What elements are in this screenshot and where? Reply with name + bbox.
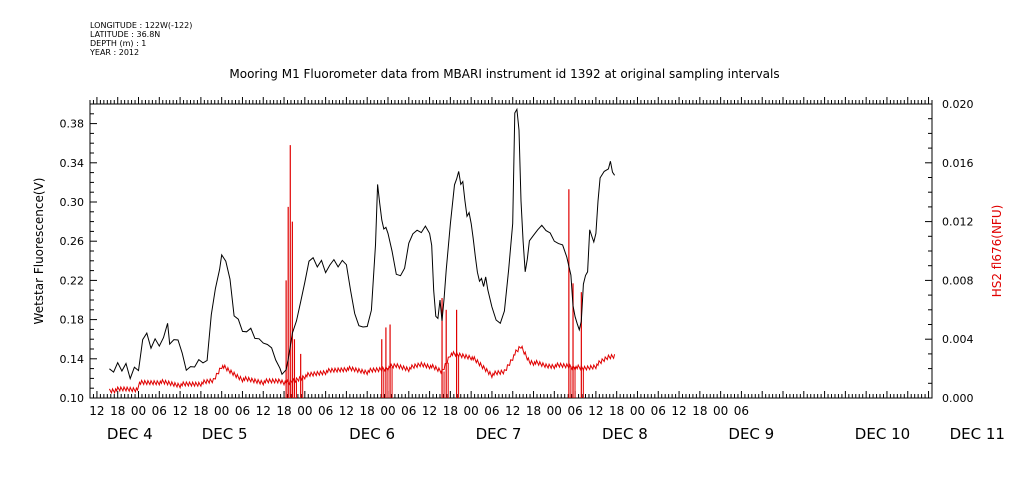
hour-tick-label: 12 xyxy=(256,404,271,418)
left-axis: 0.10 0.14 0.18 0.22 0.26 0.30 0.34 0.38 xyxy=(60,103,97,405)
plot-frame xyxy=(89,103,933,399)
hour-tick-label: 06 xyxy=(567,404,582,418)
left-tick-label: 0.10 xyxy=(60,392,85,405)
date-label: DEC 9 xyxy=(728,425,774,443)
plot-border xyxy=(89,103,933,399)
hour-tick-label: 12 xyxy=(89,404,104,418)
hour-tick-label: 06 xyxy=(318,404,333,418)
date-label: DEC 4 xyxy=(107,425,153,443)
hour-tick-label: 12 xyxy=(671,404,686,418)
date-label: DEC 6 xyxy=(349,425,395,443)
hour-tick-label: 18 xyxy=(692,404,707,418)
hour-tick-label: 06 xyxy=(235,404,250,418)
meta-latitude: LATITUDE : 36.8N xyxy=(90,30,161,39)
date-label: DEC 8 xyxy=(602,425,648,443)
hour-tick-label: 12 xyxy=(339,404,354,418)
meta-longitude: LONGITUDE : 122W(-122) xyxy=(90,21,193,30)
hour-tick-label: 00 xyxy=(713,404,728,418)
hour-tick-label: 00 xyxy=(214,404,229,418)
right-tick-label: 0.000 xyxy=(942,392,974,405)
left-axis-label: Wetstar Fluorescence(V) xyxy=(32,178,46,325)
date-label: DEC 10 xyxy=(855,425,910,443)
hs2-baseline-line xyxy=(108,344,616,395)
hour-tick-label: 12 xyxy=(422,404,437,418)
hour-tick-label: 18 xyxy=(110,404,125,418)
hour-tick-label: 18 xyxy=(443,404,458,418)
hour-tick-label: 06 xyxy=(484,404,499,418)
bottom-ticks: 12 18 00 06 12 18 00 06 12 18 00 06 12 18 00 06 12 18 00 06… xyxy=(89,391,1005,443)
hour-tick-label: 12 xyxy=(505,404,520,418)
right-axis: 0.000 0.004 0.008 0.012 0.016 0.020 xyxy=(925,98,974,405)
hour-tick-label: 18 xyxy=(193,404,208,418)
left-tick-label: 0.18 xyxy=(60,314,85,327)
date-label: DEC 11 xyxy=(950,425,1005,443)
series-wetstar xyxy=(109,107,616,381)
hour-tick-label: 12 xyxy=(172,404,187,418)
hour-tick-label: 06 xyxy=(734,404,749,418)
hour-tick-label: 00 xyxy=(380,404,395,418)
meta-depth: DEPTH (m) : 1 xyxy=(90,39,147,48)
hour-tick-label: 06 xyxy=(152,404,167,418)
right-tick-label: 0.016 xyxy=(942,157,974,170)
left-tick-label: 0.14 xyxy=(60,353,85,366)
left-tick-label: 0.38 xyxy=(60,118,85,131)
left-tick-label: 0.26 xyxy=(60,235,85,248)
metadata-block: LONGITUDE : 122W(-122) LATITUDE : 36.8N … xyxy=(90,21,192,57)
right-tick-label: 0.012 xyxy=(942,216,974,229)
right-tick-label: 0.004 xyxy=(942,333,974,346)
right-axis-label: HS2 fl676(NFU) xyxy=(990,205,1004,298)
right-tick-label: 0.008 xyxy=(942,274,974,287)
meta-year: YEAR : 2012 xyxy=(90,48,140,57)
date-label: DEC 7 xyxy=(476,425,522,443)
hour-tick-label: 06 xyxy=(401,404,416,418)
hour-tick-label: 18 xyxy=(609,404,624,418)
date-label: DEC 5 xyxy=(202,425,248,443)
hour-tick-label: 00 xyxy=(297,404,312,418)
chart-title: Mooring M1 Fluorometer data from MBARI i… xyxy=(229,67,780,81)
series-hs2-fl676 xyxy=(108,145,616,398)
left-tick-label: 0.30 xyxy=(60,196,85,209)
hour-tick-label: 00 xyxy=(464,404,479,418)
hour-tick-label: 18 xyxy=(360,404,375,418)
hour-tick-label: 00 xyxy=(547,404,562,418)
left-tick-label: 0.34 xyxy=(60,157,85,170)
hour-tick-label: 06 xyxy=(651,404,666,418)
hour-tick-label: 18 xyxy=(526,404,541,418)
hour-tick-label: 00 xyxy=(630,404,645,418)
hour-tick-label: 00 xyxy=(131,404,146,418)
right-tick-label: 0.020 xyxy=(942,98,974,111)
left-tick-label: 0.22 xyxy=(60,274,85,287)
top-ticks xyxy=(89,97,933,104)
hour-tick-label: 18 xyxy=(276,404,291,418)
wetstar-line xyxy=(109,107,616,381)
hour-tick-label: 12 xyxy=(588,404,603,418)
